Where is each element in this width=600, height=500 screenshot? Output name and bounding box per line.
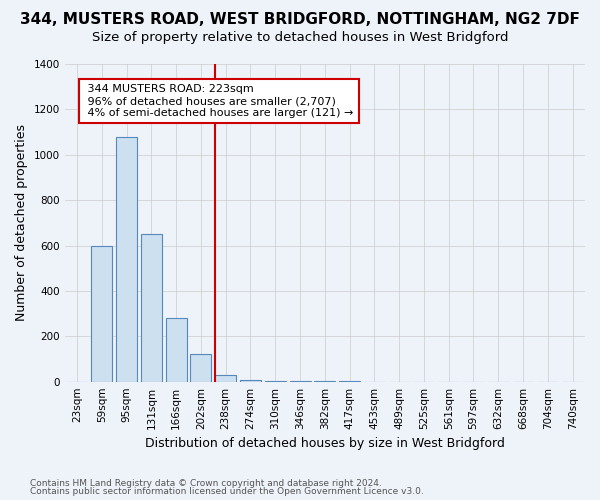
Bar	[190, 354, 211, 382]
Bar	[166, 318, 187, 382]
Bar	[141, 234, 162, 382]
Bar	[91, 246, 112, 382]
Bar	[265, 381, 286, 382]
Bar	[215, 375, 236, 382]
Text: Contains HM Land Registry data © Crown copyright and database right 2024.: Contains HM Land Registry data © Crown c…	[30, 478, 382, 488]
Bar	[116, 136, 137, 382]
Text: 344, MUSTERS ROAD, WEST BRIDGFORD, NOTTINGHAM, NG2 7DF: 344, MUSTERS ROAD, WEST BRIDGFORD, NOTTI…	[20, 12, 580, 28]
Y-axis label: Number of detached properties: Number of detached properties	[15, 124, 28, 322]
Text: Contains public sector information licensed under the Open Government Licence v3: Contains public sector information licen…	[30, 487, 424, 496]
Text: 344 MUSTERS ROAD: 223sqm
 96% of detached houses are smaller (2,707)
 4% of semi: 344 MUSTERS ROAD: 223sqm 96% of detached…	[85, 84, 354, 117]
Bar	[240, 380, 261, 382]
Text: Size of property relative to detached houses in West Bridgford: Size of property relative to detached ho…	[92, 31, 508, 44]
X-axis label: Distribution of detached houses by size in West Bridgford: Distribution of detached houses by size …	[145, 437, 505, 450]
